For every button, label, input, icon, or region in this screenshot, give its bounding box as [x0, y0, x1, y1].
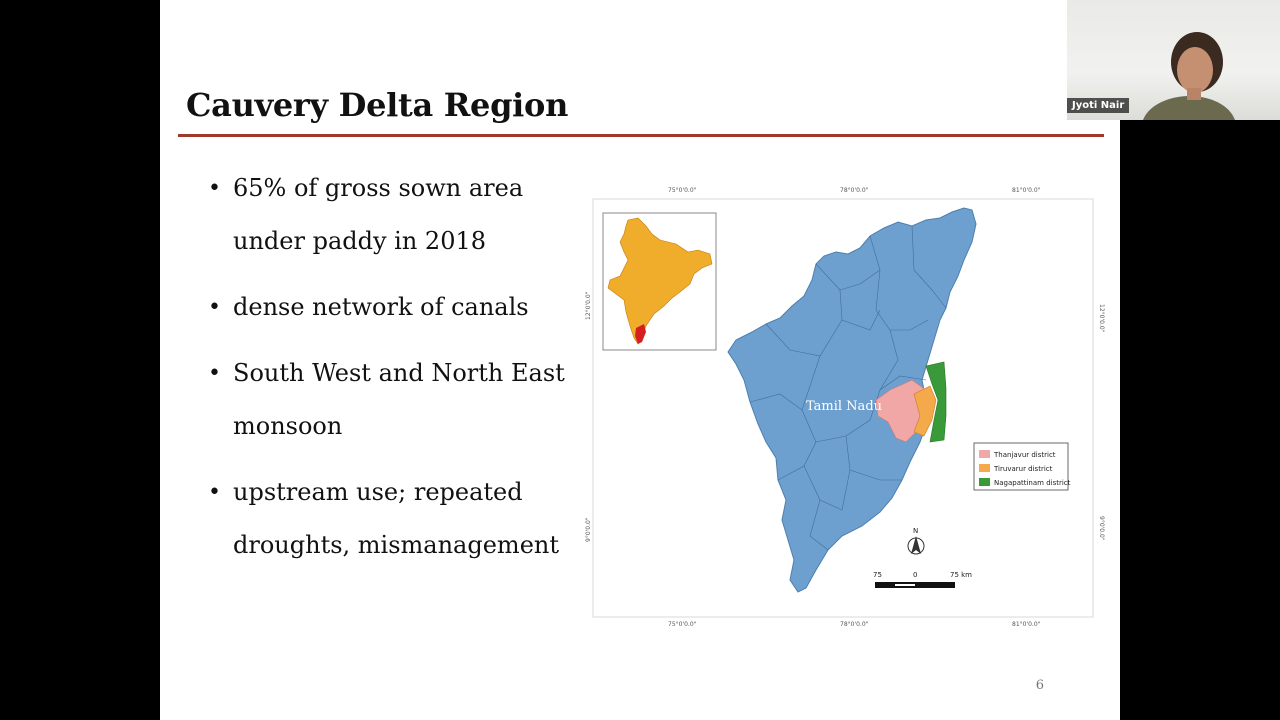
- participant-face: [1177, 47, 1213, 93]
- bullet-dot: •: [208, 480, 221, 505]
- legend-swatch-thanjavur: [979, 450, 990, 458]
- participant-video-tile[interactable]: Jyoti Nair: [1067, 0, 1280, 120]
- coord-bottom-1: 75°0'0.0": [668, 621, 697, 628]
- bullet-text: dense network of canals: [233, 293, 529, 321]
- bullet-dot: •: [208, 295, 221, 320]
- legend-swatch-nagapattinam: [979, 478, 990, 486]
- thanjavur-district: [875, 379, 927, 443]
- slide-page-number: 6: [1035, 678, 1044, 693]
- coord-top-2: 78°0'0.0": [840, 187, 869, 194]
- legend-swatch-tiruvarur: [979, 464, 990, 472]
- presentation-slide: Cauvery Delta Region • 65% of gross sown…: [160, 0, 1120, 720]
- bullet-text: upstream use; repeated: [233, 478, 523, 506]
- coord-bottom-3: 81°0'0.0": [1012, 621, 1041, 628]
- tamil-nadu-map: 75°0'0.0" 78°0'0.0" 81°0'0.0" 75°0'0.0" …: [580, 180, 1120, 630]
- legend-label-tiruvarur: Tiruvarur district: [993, 465, 1053, 473]
- bullet-text-cont: monsoon: [233, 412, 343, 440]
- coord-right-2: 9°0'0.0": [1098, 516, 1105, 541]
- scale-label-right: 75 km: [950, 571, 972, 579]
- district-boundaries: [749, 225, 947, 551]
- participant-name-tag: Jyoti Nair: [1067, 98, 1130, 113]
- bullet-item: • dense network of canals: [208, 281, 588, 334]
- bullet-item: • upstream use; repeated droughts, misma…: [208, 466, 588, 572]
- title-underline: [178, 134, 1104, 137]
- bullet-text-cont: under paddy in 2018: [233, 227, 487, 255]
- tamil-nadu-shape: [727, 207, 977, 593]
- tiruvarur-district: [913, 385, 937, 437]
- north-label: N: [913, 527, 918, 535]
- bullet-item: • 65% of gross sown area under paddy in …: [208, 162, 588, 268]
- participant-shoulders: [1143, 96, 1235, 120]
- north-arrow-pointer-icon: [911, 536, 921, 554]
- participant-neck: [1187, 88, 1201, 100]
- tamil-nadu-highlight: [635, 324, 646, 344]
- coord-left-1: 12°0'0.0": [585, 291, 592, 320]
- scale-label-mid: 0: [913, 571, 917, 579]
- coord-bottom-2: 78°0'0.0": [840, 621, 869, 628]
- coord-top-1: 75°0'0.0": [668, 187, 697, 194]
- participant-video: [1143, 32, 1235, 120]
- bullet-dot: •: [208, 361, 221, 386]
- india-shape: [607, 217, 713, 345]
- region-label: Tamil Nadu: [806, 399, 882, 414]
- legend-label-nagapattinam: Nagapattinam district: [994, 479, 1071, 487]
- map-figure: 75°0'0.0" 78°0'0.0" 81°0'0.0" 75°0'0.0" …: [585, 187, 1105, 628]
- nagapattinam-district: [925, 361, 947, 443]
- coord-top-3: 81°0'0.0": [1012, 187, 1041, 194]
- bullet-item: • South West and North East monsoon: [208, 347, 588, 453]
- bullet-text-cont: droughts, mismanagement: [233, 531, 559, 559]
- scale-bar-segment: [895, 584, 915, 586]
- slide-title: Cauvery Delta Region: [186, 86, 569, 124]
- bullet-text: 65% of gross sown area: [233, 174, 524, 202]
- bullet-list: • 65% of gross sown area under paddy in …: [208, 162, 588, 585]
- coord-left-2: 9°0'0.0": [585, 517, 592, 542]
- coord-right-1: 12°0'0.0": [1098, 304, 1105, 333]
- scale-label-left: 75: [873, 571, 882, 579]
- bullet-text: South West and North East: [233, 359, 565, 387]
- bullet-dot: •: [208, 176, 221, 201]
- legend-label-thanjavur: Thanjavur district: [993, 451, 1056, 459]
